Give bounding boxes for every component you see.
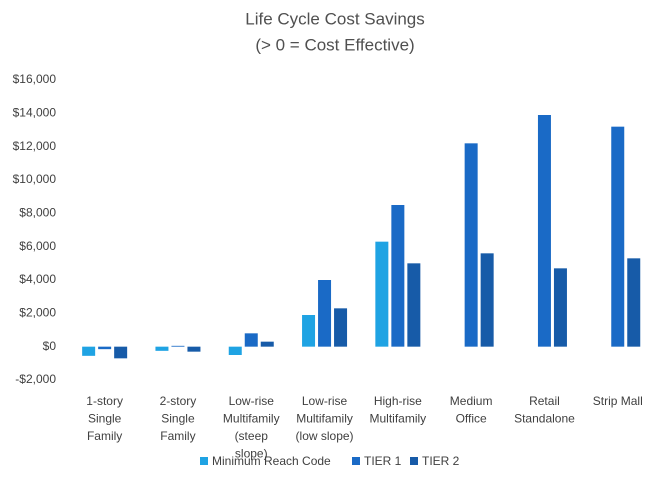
y-tick-label: $12,000: [13, 139, 57, 153]
x-tick-label: slope): [235, 447, 268, 461]
bar: [98, 346, 112, 350]
x-tick-label: 1-story: [86, 394, 123, 408]
x-tick-label: Single: [161, 412, 195, 426]
legend-swatch: [410, 457, 418, 465]
x-tick-label: Multifamily: [296, 412, 353, 426]
x-tick-label: (low slope): [296, 429, 354, 443]
x-tick-label: Strip Mall: [593, 394, 643, 408]
x-tick-label: Low-rise: [302, 394, 348, 408]
bar: [553, 268, 567, 347]
y-tick-label: $6,000: [19, 239, 56, 253]
x-tick-label: Retail: [529, 394, 560, 408]
x-tick-label: Low-rise: [229, 394, 275, 408]
x-tick-label: (steep: [235, 429, 269, 443]
chart-subtitle: (> 0 = Cost Effective): [255, 35, 414, 54]
x-tick-label: Multifamily: [223, 412, 280, 426]
bar: [334, 308, 348, 347]
chart-title: Life Cycle Cost Savings: [245, 9, 425, 28]
bar: [537, 115, 551, 347]
y-tick-label: $0: [43, 339, 57, 353]
y-tick-label: $10,000: [13, 172, 57, 186]
x-tick-label: Single: [88, 412, 122, 426]
y-tick-label: $14,000: [13, 106, 57, 120]
x-tick-label: Multifamily: [370, 412, 427, 426]
bar: [155, 346, 169, 351]
y-tick-label: $8,000: [19, 206, 56, 220]
legend-swatch: [200, 457, 208, 465]
bar: [302, 315, 316, 347]
x-tick-label: Family: [87, 429, 122, 443]
bar: [627, 258, 641, 347]
x-tick-label: High-rise: [374, 394, 422, 408]
y-tick-label: -$2,000: [15, 372, 56, 386]
legend-swatch: [352, 457, 360, 465]
bar: [187, 346, 201, 352]
bar: [407, 263, 421, 347]
bar: [82, 346, 96, 356]
y-tick-label: $2,000: [19, 306, 56, 320]
bar: [391, 205, 405, 347]
bar: [611, 126, 625, 347]
bar: [244, 333, 258, 347]
y-tick-label: $4,000: [19, 272, 56, 286]
legend-label: Minimum Reach Code: [212, 454, 331, 468]
bar: [260, 341, 274, 347]
x-tick-label: Family: [160, 429, 195, 443]
x-tick-label: Standalone: [514, 412, 575, 426]
bar: [464, 143, 478, 347]
bar: [114, 346, 128, 359]
x-tick-label: 2-story: [160, 394, 197, 408]
y-tick-label: $16,000: [13, 72, 57, 86]
legend-label: TIER 1: [364, 454, 402, 468]
x-tick-label: Office: [456, 412, 487, 426]
bar: [375, 241, 389, 347]
x-tick-label: Medium: [450, 394, 493, 408]
legend-label: TIER 2: [422, 454, 460, 468]
bar: [480, 253, 494, 347]
bar: [318, 280, 332, 347]
bar: [228, 346, 242, 355]
bar: [171, 345, 185, 347]
